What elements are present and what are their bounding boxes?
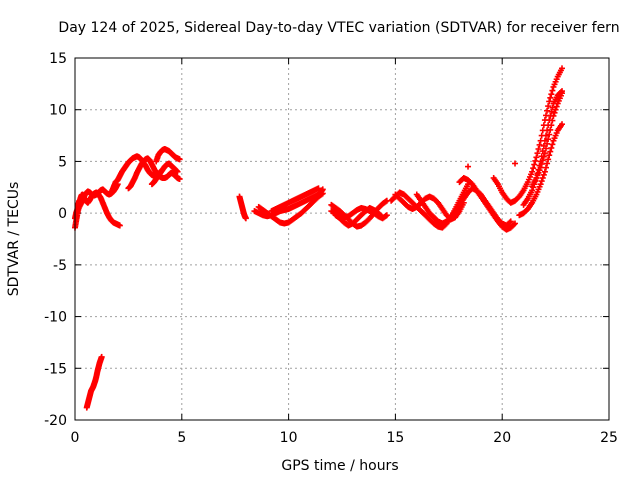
data-point (176, 156, 183, 163)
y-tick-label: 10 (49, 103, 67, 119)
data-point (545, 103, 552, 110)
chart-title: Day 124 of 2025, Sidereal Day-to-day VTE… (58, 20, 619, 36)
data-point (547, 94, 554, 101)
x-tick-label: 10 (280, 430, 298, 446)
x-axis-label: GPS time / hours (281, 458, 398, 474)
data-point (548, 91, 555, 98)
data-point (539, 174, 546, 181)
x-tick-label: 25 (600, 430, 618, 446)
y-tick-label: -10 (44, 310, 67, 326)
data-point (553, 103, 560, 110)
data-point (538, 161, 545, 168)
data-point (176, 176, 183, 183)
y-tick-label: -15 (44, 361, 67, 377)
y-tick-label: -5 (53, 258, 67, 274)
data-point (532, 157, 539, 164)
data-point (544, 107, 551, 114)
data-point (548, 122, 555, 129)
data-point (116, 222, 123, 229)
data-point (544, 140, 551, 147)
y-tick-label: 15 (49, 51, 67, 67)
data-point (533, 154, 540, 161)
data-point (507, 218, 514, 225)
data-point (174, 168, 181, 175)
data-point (319, 186, 326, 193)
data-point (549, 87, 556, 94)
data-point (536, 141, 543, 148)
x-tick-labels: 0 5 10 15 20 25 (71, 430, 618, 446)
data-point (531, 161, 538, 168)
data-point (534, 150, 541, 157)
data-point (547, 148, 554, 155)
data-point (546, 98, 553, 105)
data-point (542, 164, 549, 171)
data-point (540, 153, 547, 160)
data-point (510, 221, 517, 228)
data-point (540, 171, 547, 178)
y-tick-label: 5 (58, 154, 67, 170)
data-point (537, 181, 544, 188)
x-tick-label: 5 (177, 430, 186, 446)
data-point (541, 150, 548, 157)
y-axis-label: SDTVAR / TECUs (6, 182, 22, 297)
data-point (559, 65, 566, 72)
data-points (72, 65, 566, 411)
x-tick-label: 0 (71, 430, 80, 446)
data-point (542, 145, 549, 152)
data-point (551, 109, 558, 116)
data-point (242, 215, 249, 222)
data-point (537, 164, 544, 171)
x-tick-label: 15 (386, 430, 404, 446)
data-point (549, 104, 556, 111)
data-point (76, 197, 83, 204)
data-point (512, 220, 519, 227)
data-point (465, 163, 472, 170)
data-point (512, 160, 519, 167)
data-point (550, 112, 557, 119)
data-point (98, 353, 105, 360)
data-point (545, 156, 552, 163)
data-point (530, 165, 537, 172)
data-point (552, 106, 559, 113)
data-point (544, 160, 551, 167)
data-point (541, 168, 548, 175)
y-tick-labels: -20 -15 -10 -5 0 5 10 15 (44, 51, 67, 429)
data-point (548, 144, 555, 151)
data-point (383, 212, 390, 219)
y-tick-label: -20 (44, 413, 67, 429)
data-point (547, 126, 554, 133)
plot-frame (74, 57, 610, 421)
data-point (541, 137, 548, 144)
data-point (549, 117, 556, 124)
data-point (548, 108, 555, 115)
data-point (549, 141, 556, 148)
data-point (535, 146, 542, 153)
data-point (545, 136, 552, 143)
x-tick-label: 20 (493, 430, 511, 446)
data-point (546, 152, 553, 159)
data-point (542, 132, 549, 139)
data-point (529, 168, 536, 175)
data-point (546, 131, 553, 138)
y-tick-label: 0 (58, 206, 67, 222)
data-point (539, 157, 546, 164)
data-point (506, 219, 513, 226)
data-point (538, 178, 545, 185)
data-point (559, 121, 566, 128)
data-point (315, 185, 322, 192)
data-point (460, 199, 467, 206)
data-point (559, 90, 566, 97)
